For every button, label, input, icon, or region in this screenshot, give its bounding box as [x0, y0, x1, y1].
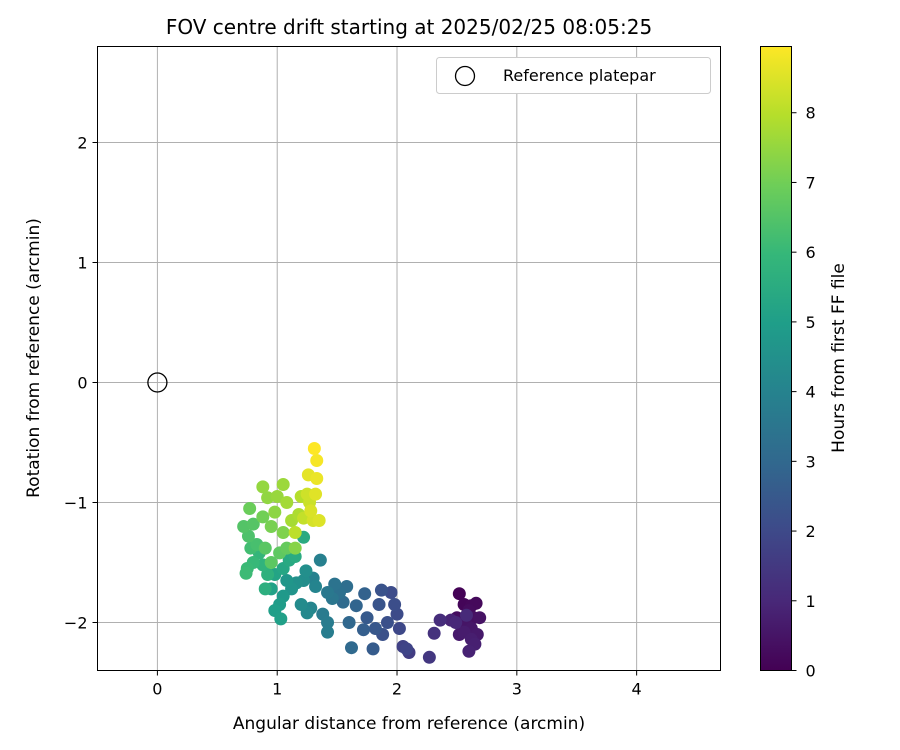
data-point — [280, 496, 294, 509]
y-tick-label: 2 — [77, 134, 87, 153]
data-point — [380, 616, 394, 629]
data-point — [309, 580, 323, 593]
colorbar — [760, 46, 792, 671]
reference-marker-group — [147, 372, 168, 393]
data-point — [392, 622, 406, 635]
colorbar-tick-label: 4 — [806, 383, 816, 402]
colorbar-tick-label: 1 — [806, 592, 816, 611]
colorbar-label: Hours from first FF file — [829, 263, 849, 453]
data-point — [400, 642, 414, 656]
data-point — [264, 520, 278, 533]
colorbar-tick-label: 0 — [806, 662, 816, 681]
data-point — [427, 626, 441, 640]
data-point — [304, 504, 318, 518]
data-point — [280, 574, 294, 587]
data-point — [321, 625, 335, 639]
y-axis-label: Rotation from reference (arcmin) — [24, 218, 44, 498]
data-point — [294, 598, 308, 611]
data-point — [243, 502, 257, 515]
reference-platepar-marker — [147, 372, 168, 393]
colorbar-tick-label: 2 — [806, 522, 816, 541]
data-point — [321, 586, 335, 599]
legend-entry-reference-platepar: Reference platepar — [503, 66, 656, 85]
y-tick-label: 0 — [77, 374, 87, 393]
data-point — [258, 582, 272, 596]
data-point — [264, 556, 278, 569]
y-tick-label: −2 — [64, 614, 88, 633]
data-point — [256, 480, 270, 494]
data-point — [310, 472, 324, 485]
data-point — [356, 623, 370, 637]
data-point — [261, 491, 275, 505]
data-point — [460, 608, 474, 622]
y-tick-label: −1 — [64, 494, 88, 513]
x-axis-ticks: 0 1 2 3 4 — [152, 670, 642, 699]
grid — [97, 46, 721, 671]
chart-title: FOV centre drift starting at 2025/02/25 … — [166, 15, 652, 39]
data-point — [433, 613, 447, 627]
data-point — [288, 541, 302, 555]
plot-area — [97, 46, 721, 671]
scatter-points — [237, 442, 487, 664]
data-point — [276, 478, 290, 491]
colorbar-tick-label: 8 — [806, 104, 816, 123]
data-point — [321, 616, 335, 629]
x-tick-label: 0 — [152, 680, 162, 699]
data-point — [372, 598, 386, 611]
colorbar-tick-label: 7 — [806, 173, 816, 192]
plot-border — [97, 46, 721, 671]
x-axis-label: Angular distance from reference (arcmin) — [233, 714, 585, 734]
legend: Reference platepar — [436, 57, 711, 94]
data-point — [368, 622, 382, 635]
data-point — [270, 490, 284, 503]
data-point — [388, 598, 402, 611]
data-point — [239, 566, 253, 580]
data-point — [256, 510, 270, 524]
legend-marker-icon — [454, 65, 476, 87]
legend-box — [436, 57, 711, 94]
data-point — [246, 517, 260, 531]
data-point — [276, 526, 290, 539]
data-point — [258, 541, 272, 555]
data-point — [374, 583, 388, 597]
data-point — [312, 514, 326, 527]
data-point — [274, 612, 288, 626]
data-point — [288, 526, 302, 539]
data-point — [452, 587, 466, 601]
data-point — [299, 564, 313, 578]
data-point — [449, 616, 463, 629]
data-point — [342, 616, 356, 629]
data-point — [310, 454, 324, 467]
x-tick-label: 2 — [392, 680, 402, 699]
data-point — [473, 611, 487, 625]
x-tick-label: 3 — [512, 680, 522, 699]
data-point — [309, 487, 323, 501]
colorbar-tick-label: 5 — [806, 313, 816, 332]
data-point — [462, 644, 476, 658]
data-point — [313, 553, 327, 567]
colorbar-tick-label: 6 — [806, 243, 816, 262]
colorbar-tick-label: 3 — [806, 452, 816, 471]
data-point — [349, 599, 363, 613]
data-point — [358, 587, 372, 601]
data-point — [261, 568, 275, 581]
data-point — [366, 642, 380, 656]
data-point — [241, 529, 255, 543]
data-point — [268, 505, 282, 519]
data-point — [344, 641, 358, 655]
data-point — [422, 650, 436, 664]
colorbar-ticks: 0 1 2 3 4 5 6 7 8 — [791, 104, 816, 681]
x-tick-label: 1 — [272, 680, 282, 699]
y-tick-label: 1 — [77, 254, 87, 273]
data-point — [360, 611, 374, 625]
x-tick-label: 4 — [632, 680, 642, 699]
data-point — [307, 442, 321, 455]
y-axis-ticks: −2 −1 0 1 2 — [64, 134, 98, 633]
